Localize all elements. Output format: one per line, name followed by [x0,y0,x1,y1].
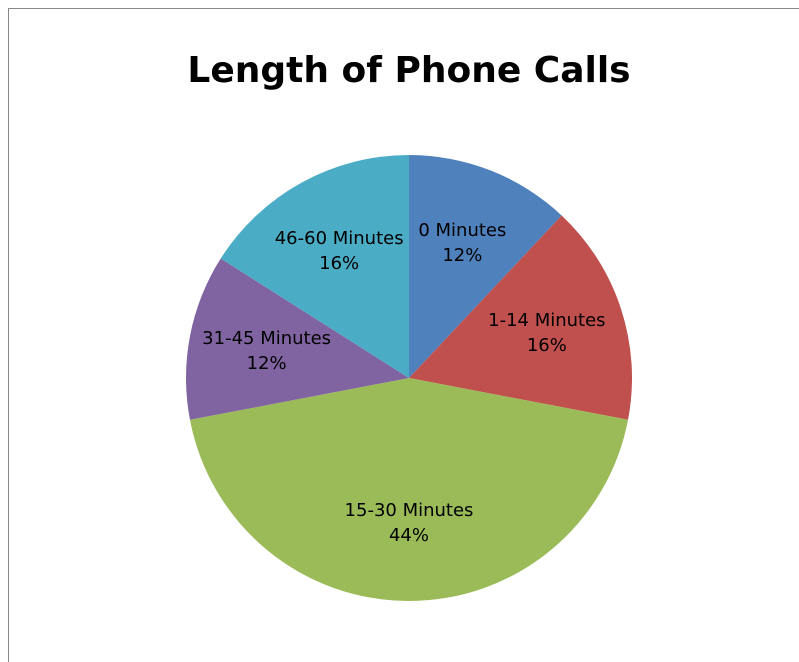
slice-category-label: 15-30 Minutes [345,500,474,521]
pie-slice [409,215,633,420]
slice-value-label: 12% [442,245,482,266]
pie-slice [186,258,409,420]
chart-title: Length of Phone Calls [187,50,630,91]
slice-category-label: 0 Minutes [418,220,506,241]
slice-value-label: 16% [319,253,359,274]
pie-slice [189,378,629,602]
pie-slice [220,155,409,378]
pie-slice [409,155,562,378]
slice-value-label: 16% [527,335,567,356]
slice-category-label: 46-60 Minutes [275,228,404,249]
slice-value-label: 44% [389,525,429,546]
slice-value-label: 12% [247,353,287,374]
slice-category-label: 31-45 Minutes [202,328,331,349]
slice-category-label: 1-14 Minutes [488,310,605,331]
